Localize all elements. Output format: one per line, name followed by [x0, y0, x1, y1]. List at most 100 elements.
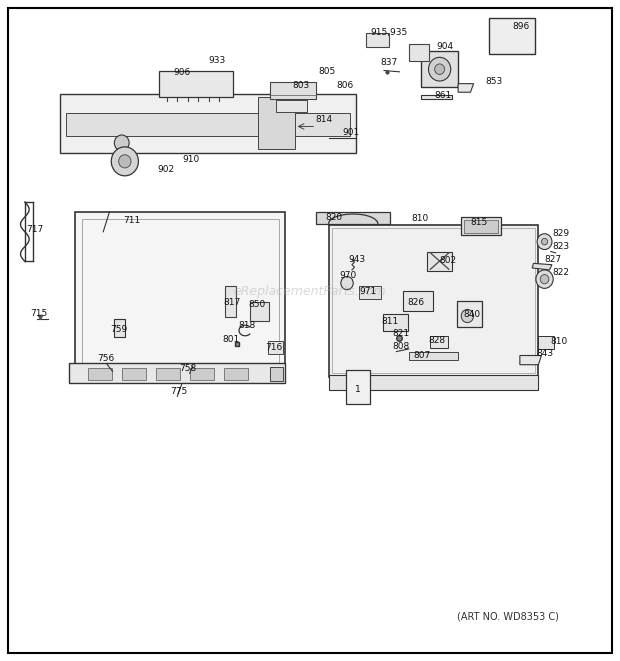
Polygon shape — [190, 368, 215, 380]
Polygon shape — [122, 368, 146, 380]
Text: 756: 756 — [98, 354, 115, 364]
Text: 823: 823 — [552, 242, 569, 251]
Text: 821: 821 — [393, 329, 410, 338]
Text: 817: 817 — [224, 298, 241, 307]
Polygon shape — [409, 44, 428, 61]
Polygon shape — [268, 341, 283, 354]
Text: 803: 803 — [293, 81, 310, 90]
Text: 716: 716 — [265, 343, 283, 352]
Polygon shape — [489, 18, 535, 54]
Polygon shape — [430, 336, 448, 348]
Text: 805: 805 — [319, 67, 336, 75]
Polygon shape — [520, 356, 541, 365]
Text: 827: 827 — [544, 255, 561, 264]
Polygon shape — [276, 100, 307, 112]
Text: 896: 896 — [513, 22, 529, 31]
Text: 943: 943 — [348, 255, 365, 264]
Polygon shape — [66, 113, 350, 136]
Polygon shape — [383, 314, 407, 330]
Text: 826: 826 — [407, 298, 425, 307]
Text: 822: 822 — [552, 268, 569, 277]
Text: 759: 759 — [110, 325, 127, 334]
Polygon shape — [257, 97, 294, 149]
Text: 717: 717 — [26, 225, 43, 233]
Text: 814: 814 — [315, 115, 332, 124]
Polygon shape — [421, 95, 452, 98]
Text: 906: 906 — [174, 68, 191, 77]
Polygon shape — [88, 368, 112, 380]
Text: 910: 910 — [183, 155, 200, 164]
Text: 902: 902 — [157, 165, 174, 175]
Text: 970: 970 — [340, 272, 357, 280]
Text: 820: 820 — [325, 213, 342, 222]
Text: 775: 775 — [170, 387, 188, 395]
Text: 801: 801 — [223, 335, 239, 344]
Polygon shape — [409, 352, 458, 360]
Polygon shape — [458, 84, 474, 93]
Text: 808: 808 — [392, 342, 410, 351]
Polygon shape — [538, 336, 554, 349]
Polygon shape — [249, 302, 269, 321]
Circle shape — [540, 274, 549, 284]
Text: 711: 711 — [123, 216, 141, 225]
Polygon shape — [76, 212, 285, 377]
Circle shape — [118, 155, 131, 168]
Circle shape — [111, 147, 138, 176]
Text: 843: 843 — [536, 349, 553, 358]
Text: 810: 810 — [411, 214, 428, 223]
Polygon shape — [464, 220, 498, 233]
Text: (ART NO. WD8353 C): (ART NO. WD8353 C) — [456, 612, 559, 622]
Polygon shape — [69, 364, 285, 383]
Polygon shape — [270, 83, 316, 98]
Text: 715: 715 — [30, 309, 47, 318]
Polygon shape — [270, 367, 283, 381]
Polygon shape — [159, 71, 233, 97]
Text: 933: 933 — [209, 56, 226, 65]
Text: 901: 901 — [342, 128, 360, 137]
Polygon shape — [366, 33, 389, 48]
Polygon shape — [360, 286, 381, 299]
Polygon shape — [113, 319, 125, 337]
Polygon shape — [225, 286, 236, 317]
Circle shape — [435, 64, 445, 75]
Polygon shape — [461, 217, 502, 235]
Text: 971: 971 — [360, 286, 376, 295]
Text: 815: 815 — [471, 218, 488, 227]
Circle shape — [536, 270, 553, 288]
Text: 807: 807 — [414, 351, 431, 360]
Circle shape — [541, 239, 547, 245]
Polygon shape — [421, 51, 458, 87]
Text: 758: 758 — [179, 364, 197, 373]
Circle shape — [537, 234, 552, 250]
Polygon shape — [346, 370, 371, 405]
Text: 806: 806 — [336, 81, 353, 90]
Text: 853: 853 — [485, 77, 503, 85]
Text: 802: 802 — [439, 256, 456, 265]
Polygon shape — [316, 212, 390, 224]
Text: 837: 837 — [381, 58, 397, 67]
Text: eReplacementParts.com: eReplacementParts.com — [234, 284, 386, 297]
Polygon shape — [156, 368, 180, 380]
Circle shape — [461, 309, 474, 323]
Polygon shape — [60, 94, 356, 153]
Polygon shape — [329, 225, 538, 377]
Polygon shape — [532, 263, 552, 270]
Text: 1: 1 — [355, 385, 361, 394]
Polygon shape — [457, 301, 482, 327]
Polygon shape — [427, 252, 452, 271]
Circle shape — [114, 135, 129, 151]
Circle shape — [428, 58, 451, 81]
Polygon shape — [224, 368, 248, 380]
Text: 904: 904 — [436, 42, 453, 51]
Text: 850: 850 — [248, 299, 265, 309]
Text: 861: 861 — [435, 91, 452, 100]
Text: 818: 818 — [239, 321, 255, 330]
Polygon shape — [402, 291, 433, 311]
Text: 829: 829 — [552, 229, 569, 238]
Polygon shape — [329, 375, 538, 390]
Text: 810: 810 — [551, 336, 568, 346]
Text: 840: 840 — [464, 310, 481, 319]
Text: 915,935: 915,935 — [370, 28, 407, 38]
Circle shape — [341, 276, 353, 290]
Text: 811: 811 — [382, 317, 399, 326]
